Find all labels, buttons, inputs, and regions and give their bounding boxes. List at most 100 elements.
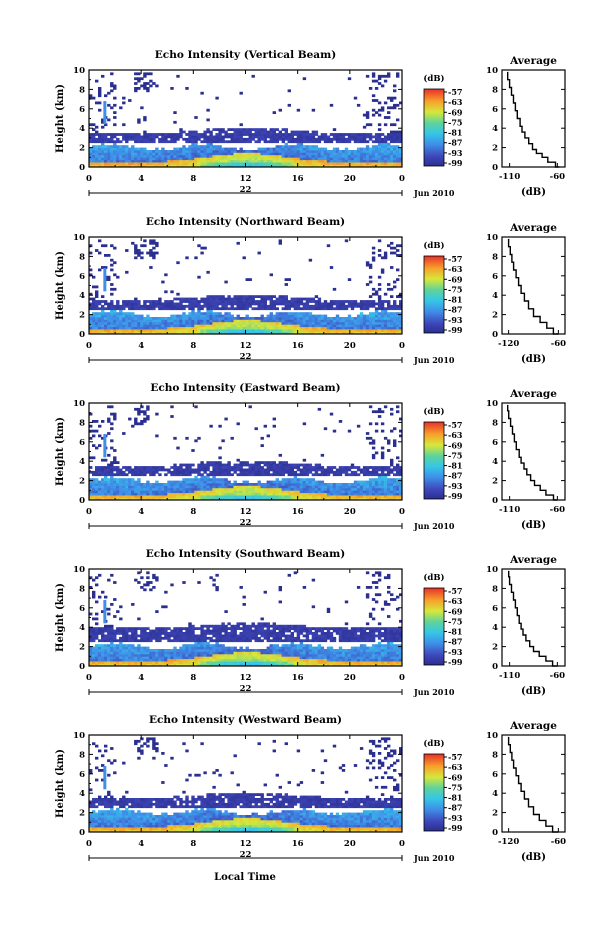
heatmap-cell [170, 321, 174, 325]
heatmap-cell [104, 639, 108, 643]
heatmap-cell [371, 287, 376, 291]
heatmap-cell [98, 140, 102, 144]
heatmap-cell [137, 649, 141, 652]
heatmap-cell [287, 324, 291, 328]
heatmap-cell [185, 152, 189, 156]
heatmap-cell [251, 331, 255, 335]
heatmap-cell [254, 157, 258, 161]
heatmap-cell [167, 468, 171, 472]
x-tick-label: 8 [190, 174, 196, 184]
heatmap-cell [368, 304, 373, 308]
heatmap-cell [128, 150, 132, 153]
y-tick-label: 8 [79, 85, 85, 95]
heatmap-cell [179, 147, 183, 151]
heatmap-cell [89, 612, 93, 616]
heatmap-cell [281, 461, 285, 464]
heatmap-cell [158, 317, 162, 320]
heatmap-cell [134, 159, 138, 163]
heatmap-cell [233, 492, 237, 496]
heatmap-cell [107, 478, 111, 481]
heatmap-cell [110, 314, 114, 318]
heatmap-cell [101, 497, 105, 501]
heatmap-cell [182, 317, 186, 320]
heatmap-cell [158, 483, 162, 486]
heatmap-cell [326, 304, 331, 308]
heatmap-cell [287, 495, 291, 498]
heatmap-cell [335, 492, 340, 496]
heatmap-cell [137, 304, 141, 308]
heatmap-cell [122, 152, 126, 156]
heatmap-cell [170, 483, 174, 486]
heatmap-cell [224, 140, 228, 144]
heatmap-cell [194, 150, 198, 153]
heatmap-cell [396, 314, 400, 318]
heatmap-cell [146, 304, 150, 308]
heatmap-cell [209, 300, 213, 303]
heatmap-cell [332, 492, 337, 496]
heatmap-cell [302, 495, 307, 498]
heatmap-cell [278, 145, 282, 148]
heatmap-cell [137, 495, 141, 498]
heatmap-cell [203, 487, 207, 491]
heatmap-cell [233, 164, 237, 168]
heatmap-cell [188, 329, 192, 332]
heatmap-cell [248, 300, 252, 303]
heatmap-cell [305, 329, 310, 332]
heatmap-cell [356, 164, 361, 168]
heatmap-cell [368, 300, 373, 303]
heatmap-cell [341, 495, 346, 498]
heatmap-cell [164, 321, 168, 325]
heatmap-cell [185, 495, 189, 498]
heatmap-cell [317, 307, 322, 311]
heatmap-cell [116, 304, 120, 308]
heatmap-cell [248, 302, 252, 306]
heatmap-cell [329, 412, 334, 416]
heatmap-cell [242, 154, 246, 158]
heatmap-cell [368, 87, 373, 90]
heatmap-cell [143, 468, 147, 472]
heatmap-cell [131, 162, 135, 165]
heatmap-cell [284, 137, 288, 141]
heatmap-cell [107, 495, 111, 498]
heatmap-cell [377, 410, 382, 414]
heatmap-cell [275, 495, 279, 498]
heatmap-cell [110, 133, 114, 136]
heatmap-cell [143, 653, 147, 657]
heatmap-cell [194, 312, 198, 315]
heatmap-cell [110, 268, 114, 272]
heatmap-cell [332, 157, 337, 161]
heatmap-cell [173, 436, 177, 440]
heatmap-cell [374, 329, 379, 332]
heatmap-cell [107, 658, 111, 662]
heatmap-cell [110, 639, 114, 643]
heatmap-cell [317, 150, 322, 153]
heatmap-cell [248, 329, 252, 332]
heatmap-cell [399, 150, 403, 153]
heatmap-cell [281, 145, 285, 148]
heatmap-cell [119, 312, 123, 315]
heatmap-cell [197, 154, 201, 158]
heatmap-cell [254, 307, 258, 311]
heatmap-cell [341, 468, 346, 472]
heatmap-cell [188, 307, 192, 311]
heatmap-cell [197, 162, 201, 165]
heatmap-cell [245, 297, 249, 301]
heatmap-cell [387, 152, 391, 156]
heatmap-cell [341, 487, 346, 491]
heatmap-cell [257, 463, 261, 467]
heatmap-cell [89, 576, 93, 580]
heatmap-cell [387, 487, 391, 491]
heatmap-cell [396, 312, 400, 315]
heatmap-cell [383, 483, 388, 486]
heatmap-cell [122, 147, 126, 151]
heatmap-cell [209, 302, 213, 306]
heatmap-cell [134, 314, 138, 318]
heatmap-cell [242, 480, 246, 484]
heatmap-cell [356, 319, 361, 323]
heatmap-cell [368, 483, 373, 486]
heatmap-cell [104, 483, 108, 486]
heatmap-cell [390, 429, 394, 433]
heatmap-cell [110, 326, 114, 330]
heatmap-cell [245, 485, 249, 489]
heatmap-cell [320, 492, 325, 496]
